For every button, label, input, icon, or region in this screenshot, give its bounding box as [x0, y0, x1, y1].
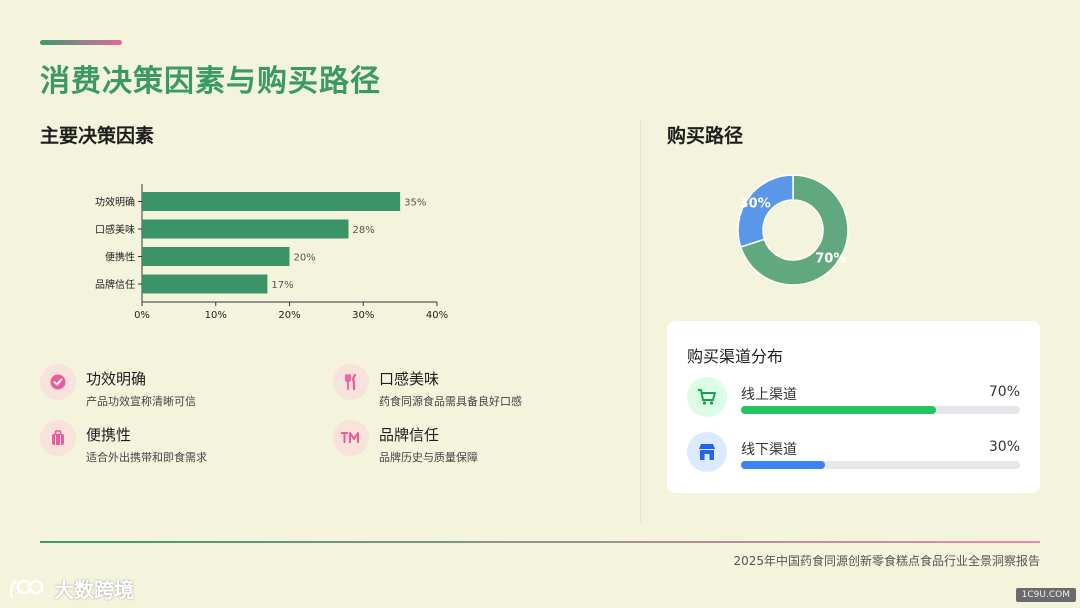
watermark-site: 1C9U.COM — [1015, 588, 1076, 602]
footer-report-title: 2025年中国药食同源创新零食糕点食品行业全景洞察报告 — [733, 554, 1040, 568]
bar — [142, 192, 401, 211]
category-label: 便携性 — [105, 251, 135, 264]
bar-value-label: 28% — [353, 225, 375, 236]
bar — [142, 274, 268, 294]
bar-value-label: 20% — [294, 253, 316, 264]
cart-icon — [687, 377, 727, 417]
x-tick-label: 30% — [352, 310, 374, 321]
purchase-path-donut-chart: 70% 30% — [737, 174, 849, 286]
slice-value-label: 70% — [815, 251, 846, 266]
x-tick-label: 20% — [278, 310, 300, 321]
channel-progress-track — [741, 461, 1020, 469]
slice-value-label: 30% — [740, 197, 771, 212]
channel-progress-fill — [741, 461, 825, 469]
bar — [142, 247, 290, 266]
utensils-icon — [333, 364, 369, 400]
donut-slice — [739, 174, 849, 286]
title-accent-line — [40, 40, 122, 45]
purchase-path-title: 购买路径 — [667, 125, 744, 147]
bar-value-label: 17% — [271, 280, 293, 291]
footer-divider — [40, 541, 1040, 543]
channel-distribution-card: 购买渠道分布 线上渠道 70% 线下渠道 30% — [667, 321, 1040, 493]
decision-factors-title: 主要决策因素 — [40, 125, 155, 147]
category-label: 口感美味 — [95, 223, 135, 236]
donut-slice — [737, 174, 794, 248]
watermark: 大数跨境 — [8, 574, 134, 603]
section-divider — [640, 120, 641, 522]
factor-brand: 品牌信任 品牌历史与质量保障 — [333, 420, 478, 465]
channel-progress-fill — [741, 406, 937, 414]
watermark-logo-icon — [9, 579, 44, 598]
channel-row-offline: 线下渠道 30% — [687, 432, 1020, 474]
channel-label: 线下渠道 — [741, 442, 797, 458]
channel-row-online: 线上渠道 70% — [687, 377, 1020, 419]
factor-name: 功效明确 — [86, 370, 147, 388]
channel-progress-track — [741, 406, 1020, 414]
bar — [142, 219, 349, 239]
factor-name: 口感美味 — [379, 370, 440, 388]
x-tick-label: 40% — [426, 310, 448, 321]
factor-effect: 功效明确 产品功效宣称清晰可信 — [40, 364, 196, 409]
channel-card-title: 购买渠道分布 — [687, 347, 784, 366]
factor-name: 便携性 — [86, 426, 132, 444]
bar-value-label: 35% — [404, 198, 426, 209]
channel-label: 线上渠道 — [741, 387, 797, 403]
x-tick-label: 10% — [205, 310, 227, 321]
factor-desc: 品牌历史与质量保障 — [379, 451, 478, 464]
suitcase-icon — [40, 420, 76, 456]
watermark-text: 大数跨境 — [54, 578, 134, 602]
factor-portability: 便携性 适合外出携带和即食需求 — [40, 420, 207, 465]
page-title: 消费决策因素与购买路径 — [40, 64, 381, 99]
store-icon — [687, 432, 727, 472]
trademark-icon — [333, 420, 369, 456]
channel-value: 30% — [988, 439, 1020, 455]
factor-taste: 口感美味 药食同源食品需具备良好口感 — [333, 364, 522, 409]
category-label: 功效明确 — [95, 196, 135, 209]
x-tick-label: 0% — [134, 310, 150, 321]
check-badge-icon — [40, 364, 76, 400]
factor-name: 品牌信任 — [379, 426, 440, 444]
factor-desc: 产品功效宣称清晰可信 — [86, 395, 196, 408]
channel-value: 70% — [988, 384, 1020, 400]
factor-desc: 适合外出携带和即食需求 — [86, 451, 207, 464]
decision-factors-bar-chart: 功效明确 35% 口感美味 28% 便携性 20% 品牌信任 17% 0% 10% 20% 30% 40… — [95, 184, 448, 321]
factor-desc: 药食同源食品需具备良好口感 — [379, 395, 522, 408]
category-label: 品牌信任 — [95, 278, 135, 291]
